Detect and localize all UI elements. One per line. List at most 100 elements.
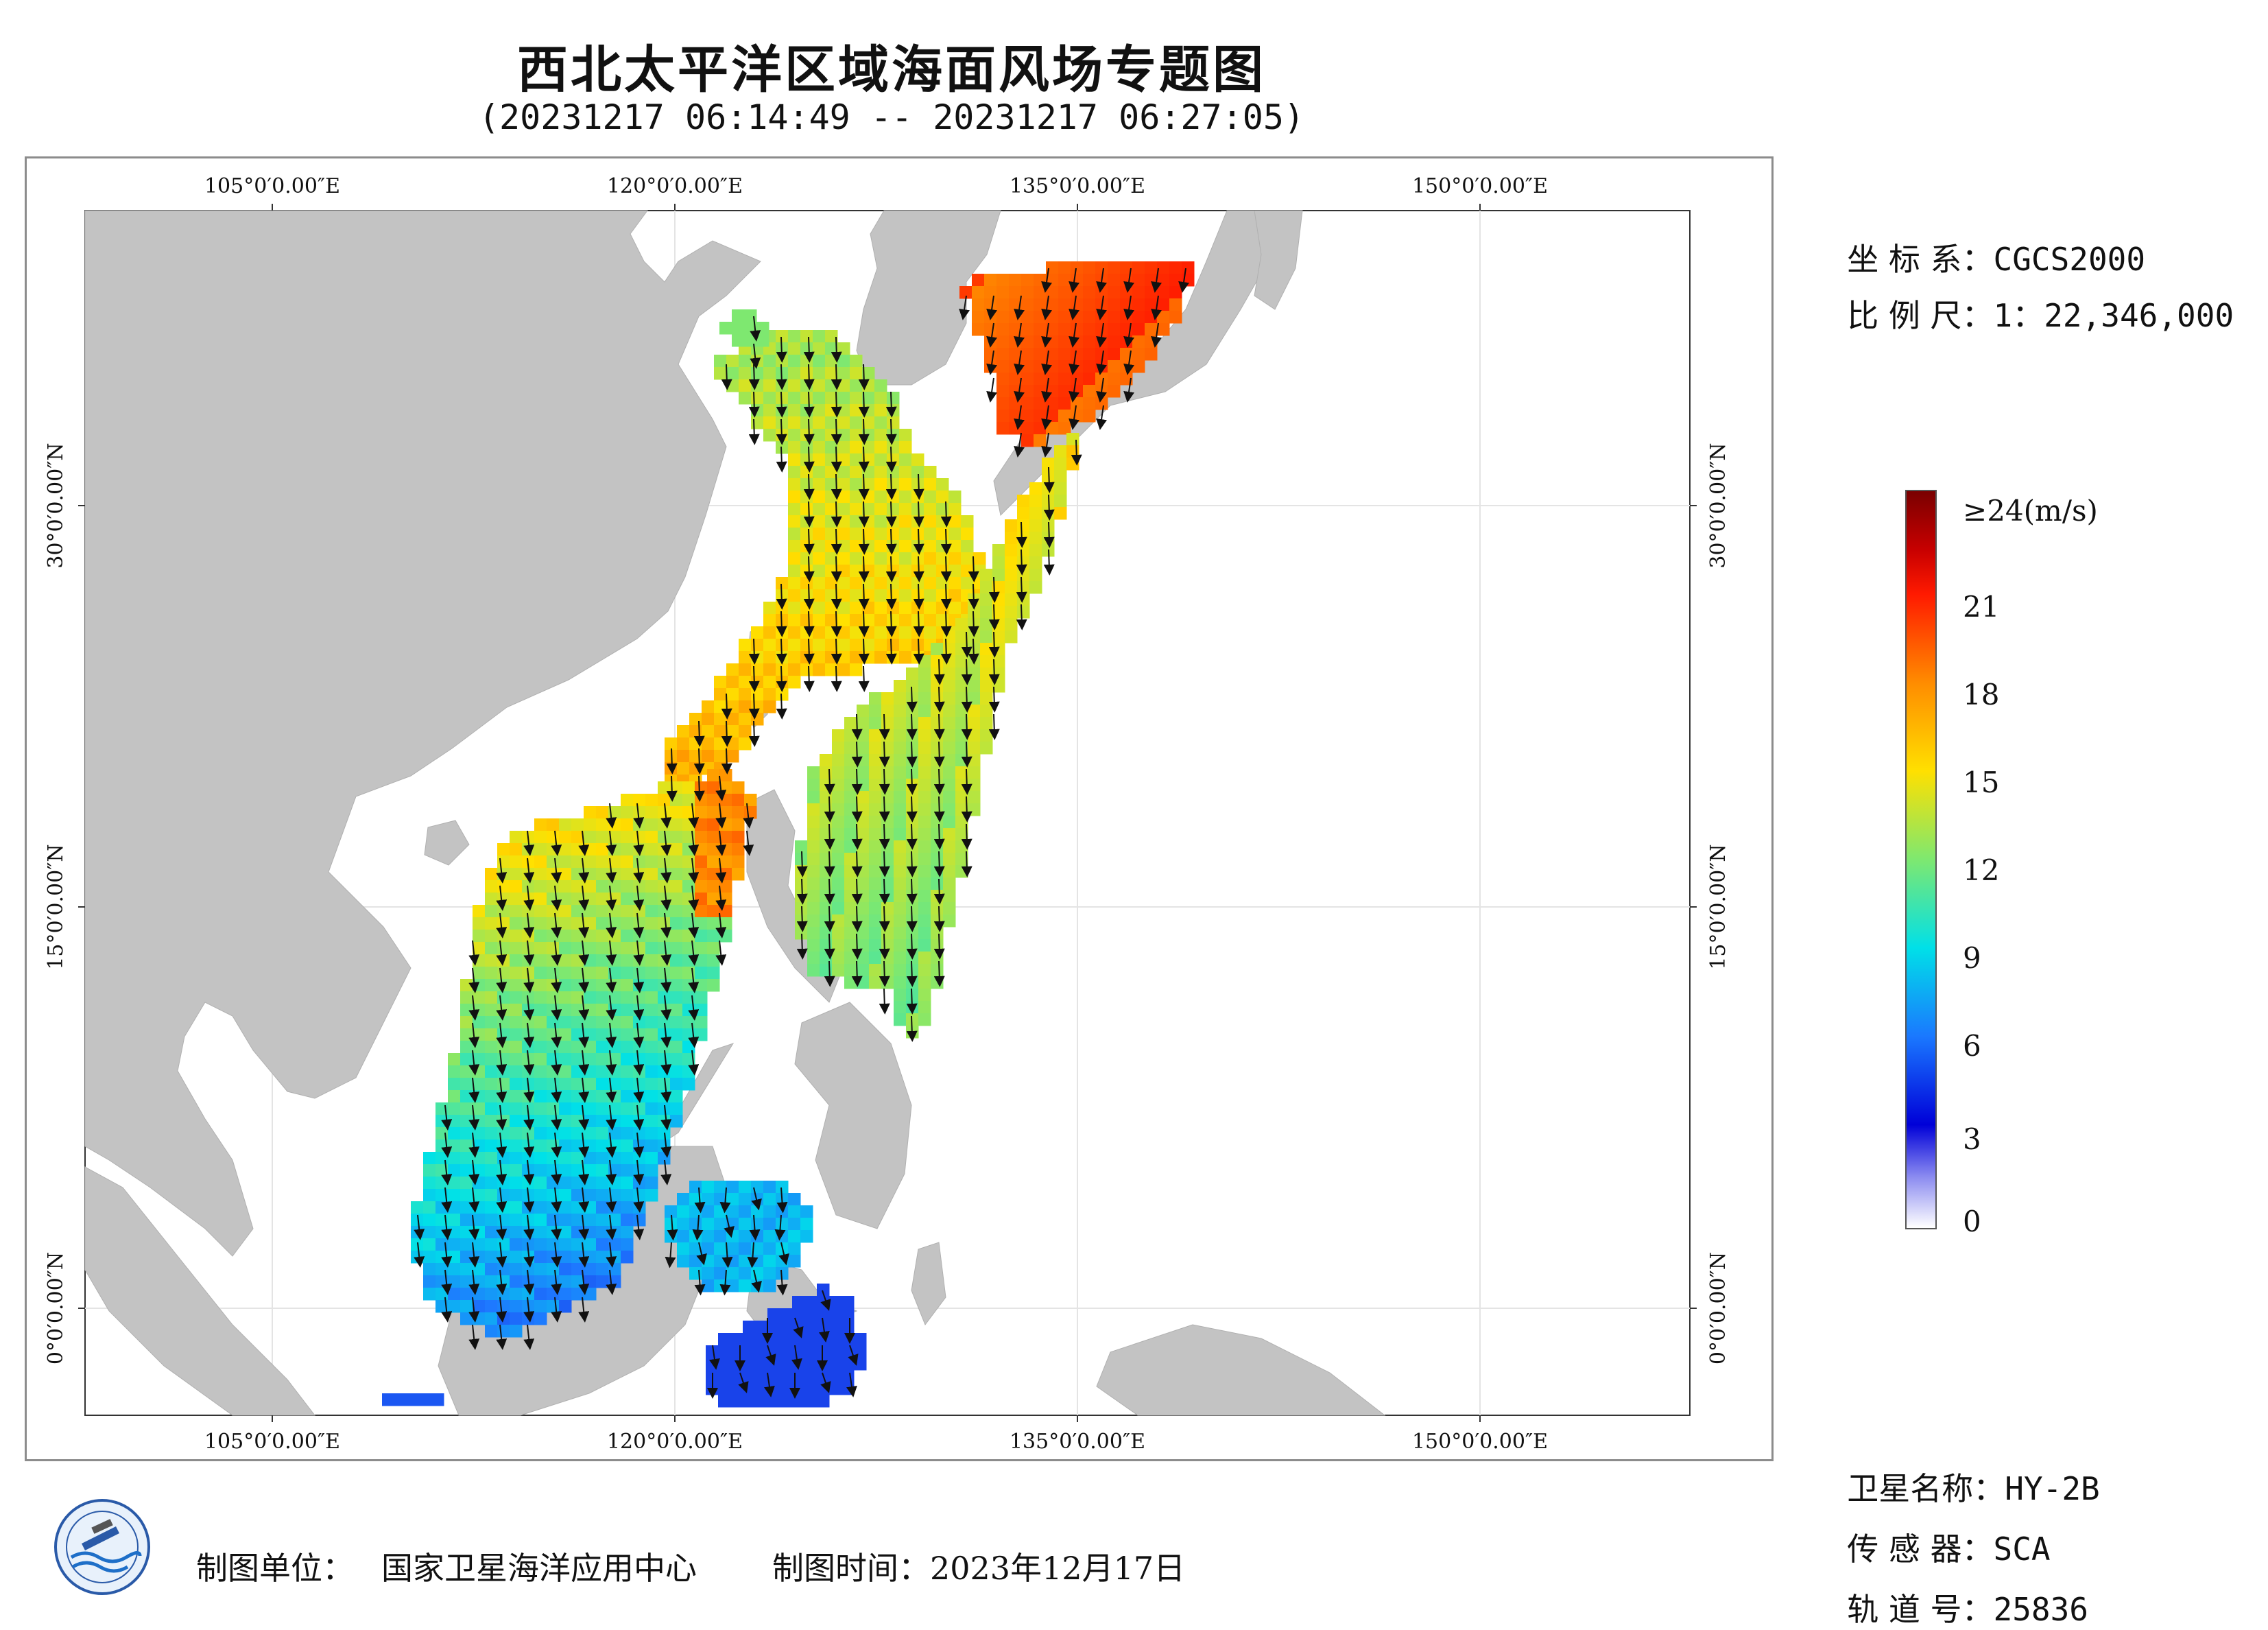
wind-cell bbox=[1120, 261, 1133, 274]
wind-cell bbox=[911, 466, 924, 479]
wind-arrow bbox=[441, 1132, 453, 1158]
wind-arrow bbox=[551, 830, 562, 856]
wind-cell bbox=[702, 725, 715, 738]
wind-cell bbox=[596, 843, 609, 856]
wind-cell bbox=[874, 466, 887, 479]
wind-cell bbox=[894, 791, 907, 804]
wind-cell bbox=[473, 1164, 486, 1177]
wind-cell bbox=[1009, 373, 1022, 386]
wind-cell bbox=[571, 1115, 584, 1128]
wind-cell bbox=[645, 1102, 658, 1115]
wind-cell bbox=[832, 742, 845, 755]
wind-cell bbox=[435, 1288, 449, 1301]
wind-cell bbox=[918, 976, 931, 989]
wind-cell bbox=[485, 1028, 498, 1041]
wind-arrow bbox=[831, 528, 842, 555]
wind-cell bbox=[435, 1300, 449, 1313]
wind-cell bbox=[788, 1218, 801, 1231]
wind-cell bbox=[948, 491, 962, 504]
wind-cell bbox=[719, 855, 732, 869]
longitude-tick-label: 135°0′0.00″E bbox=[1010, 174, 1145, 198]
wind-cell bbox=[807, 766, 820, 779]
wind-cell bbox=[936, 552, 949, 565]
wind-cell bbox=[739, 663, 752, 676]
wind-cell bbox=[739, 367, 752, 380]
wind-arrow bbox=[885, 391, 897, 418]
wind-cell bbox=[645, 905, 658, 918]
wind-cell bbox=[547, 1275, 560, 1288]
wind-cell bbox=[767, 1321, 780, 1334]
wind-cell bbox=[485, 1177, 498, 1190]
wind-arrow bbox=[578, 1105, 590, 1131]
wind-cell bbox=[621, 1251, 634, 1264]
wind-cell bbox=[689, 1242, 702, 1255]
wind-direction-arrows bbox=[414, 268, 1189, 1399]
wind-cell bbox=[584, 1102, 597, 1115]
wind-arrow bbox=[885, 446, 897, 473]
wind-cell bbox=[460, 1189, 473, 1202]
wind-cell bbox=[1034, 348, 1047, 361]
wind-cell bbox=[1120, 311, 1133, 324]
wind-arrow bbox=[551, 1077, 562, 1103]
wind-arrow bbox=[414, 1214, 425, 1240]
wind-cell bbox=[984, 323, 997, 336]
wind-cell bbox=[621, 1226, 634, 1239]
wind-cell bbox=[534, 1238, 547, 1251]
wind-cell bbox=[670, 1102, 683, 1115]
wind-cell bbox=[850, 379, 863, 392]
wind-cell bbox=[670, 818, 683, 831]
wind-cell bbox=[718, 1358, 731, 1371]
wind-cell bbox=[714, 1230, 727, 1243]
wind-cell bbox=[547, 1164, 560, 1177]
wind-cell bbox=[658, 868, 671, 881]
wind-cell bbox=[608, 1214, 621, 1227]
wind-cell bbox=[596, 1152, 609, 1165]
wind-arrow bbox=[824, 823, 835, 850]
wind-cell bbox=[1017, 606, 1030, 619]
wind-cell bbox=[968, 717, 981, 730]
wind-cell bbox=[918, 717, 931, 730]
wind-cell bbox=[832, 816, 845, 829]
wind-cell bbox=[621, 806, 634, 819]
wind-arrow bbox=[968, 583, 979, 610]
wind-cell bbox=[984, 274, 997, 287]
wind-cell bbox=[804, 1358, 817, 1371]
wind-cell bbox=[887, 453, 900, 466]
wind-cell bbox=[788, 1193, 801, 1206]
wind-cell bbox=[621, 1053, 634, 1066]
wind-cell bbox=[763, 639, 776, 652]
wind-arrow bbox=[441, 1105, 453, 1131]
wind-cell bbox=[559, 1238, 572, 1251]
wind-arrow bbox=[824, 768, 835, 795]
wind-arrow bbox=[606, 858, 617, 884]
wind-cell bbox=[571, 1226, 584, 1239]
wind-cell bbox=[448, 1065, 461, 1078]
wind-cell bbox=[460, 1226, 473, 1239]
wind-cell bbox=[682, 917, 695, 930]
wind-arrow bbox=[715, 912, 727, 938]
wind-cell bbox=[918, 779, 931, 792]
wind-cell bbox=[1021, 286, 1034, 299]
wind-arrow bbox=[831, 638, 842, 665]
wind-cell bbox=[906, 902, 919, 915]
wind-cell bbox=[996, 311, 1010, 324]
wind-cell bbox=[497, 868, 510, 881]
wind-cell bbox=[645, 806, 658, 819]
wind-cell bbox=[955, 655, 968, 668]
wind-cell bbox=[1157, 323, 1170, 336]
wind-cell bbox=[906, 766, 919, 779]
wind-cell bbox=[510, 855, 523, 869]
wind-arrow bbox=[879, 796, 890, 823]
wind-cell bbox=[961, 515, 974, 528]
nsoas-logo-icon bbox=[54, 1499, 150, 1595]
wind-cell bbox=[980, 618, 993, 631]
wind-cell bbox=[755, 1358, 768, 1371]
wind-arrow bbox=[496, 1022, 508, 1048]
wind-arrow bbox=[551, 1214, 562, 1240]
wind-cell bbox=[596, 1004, 609, 1017]
wind-arrow bbox=[693, 748, 705, 775]
wind-cell bbox=[874, 478, 887, 491]
wind-cell bbox=[841, 1333, 855, 1346]
wind-cell bbox=[645, 818, 658, 831]
wind-cell bbox=[869, 828, 882, 841]
